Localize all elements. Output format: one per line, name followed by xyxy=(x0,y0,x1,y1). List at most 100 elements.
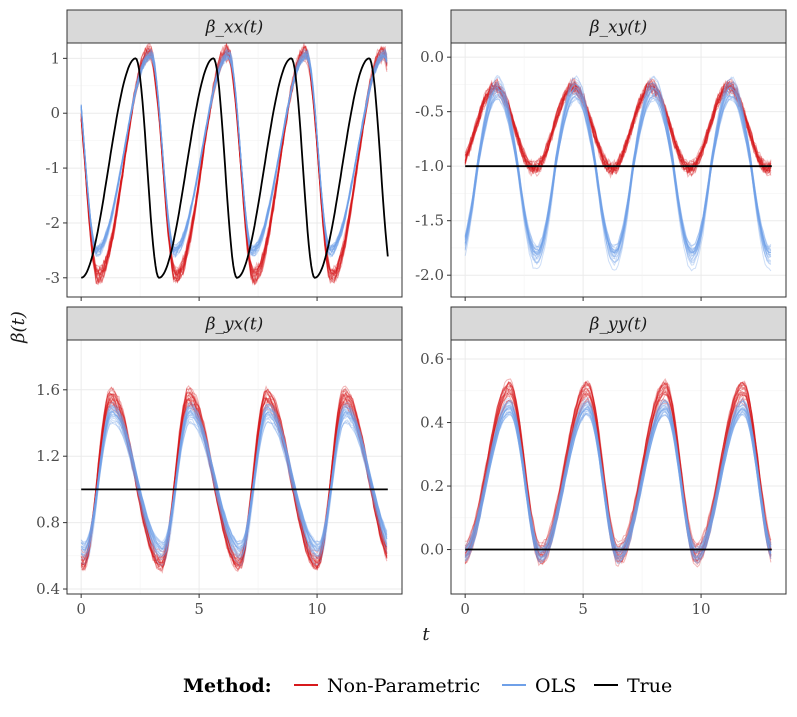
non-parametric-curve xyxy=(464,84,772,176)
ols-curve xyxy=(80,53,388,252)
non-parametric-curve xyxy=(81,396,388,571)
non-parametric-curve xyxy=(464,80,772,178)
non-parametric-curve xyxy=(80,49,388,276)
non-parametric-curve xyxy=(464,76,772,174)
ols-curve xyxy=(464,400,772,549)
x-tick-label: 0 xyxy=(460,600,470,618)
ols-curve xyxy=(80,403,388,551)
non-parametric-curve xyxy=(80,389,388,569)
non-parametric-curve xyxy=(80,403,388,566)
ols-curve xyxy=(464,93,772,262)
y-tick-label: 0 xyxy=(50,104,60,122)
ols-curve xyxy=(464,87,772,248)
non-parametric-curve xyxy=(80,48,388,279)
ols-curve xyxy=(80,55,388,252)
ols-curve xyxy=(464,91,771,254)
non-parametric-curve xyxy=(80,50,388,279)
true-curve xyxy=(80,57,389,279)
non-parametric-curve xyxy=(465,80,772,172)
non-parametric-curve xyxy=(80,50,388,279)
ols-curve xyxy=(465,399,772,555)
ols-curve xyxy=(464,413,772,562)
ols-curve xyxy=(464,403,772,559)
non-parametric-curve xyxy=(80,55,388,277)
non-parametric-curve xyxy=(464,85,772,175)
ols-curve xyxy=(81,414,388,553)
ols-curve xyxy=(80,49,388,257)
non-parametric-curve xyxy=(80,385,388,569)
non-parametric-curve xyxy=(464,82,772,172)
non-parametric-curve xyxy=(80,49,388,276)
non-parametric-curve xyxy=(80,49,388,280)
y-tick-label: 0.4 xyxy=(420,414,444,432)
y-axis-title: β(t) xyxy=(8,311,29,344)
non-parametric-curve xyxy=(80,389,388,564)
non-parametric-curve xyxy=(464,80,772,174)
ols-curve xyxy=(464,95,772,251)
ols-curve xyxy=(80,51,388,255)
non-parametric-curve xyxy=(464,85,772,176)
non-parametric-curve xyxy=(464,385,772,565)
non-parametric-curve xyxy=(80,50,388,276)
panel-background xyxy=(67,340,402,594)
legend: Method: Non-Parametric OLS True xyxy=(183,675,672,697)
panel-yx: β_yx(t) 1.6 1.2 0.8 0.4 0 5 10 xyxy=(36,306,403,618)
non-parametric-curve xyxy=(464,389,772,559)
ols-curve xyxy=(80,405,388,556)
ols-curve xyxy=(464,95,772,252)
ols-curve xyxy=(80,51,388,253)
y-tick-label: 0.2 xyxy=(420,477,444,495)
non-parametric-curve xyxy=(464,383,772,562)
panel-background xyxy=(451,340,786,594)
non-parametric-curve xyxy=(80,397,388,560)
ols-curve xyxy=(80,410,388,551)
ols-curve xyxy=(464,82,772,272)
y-tick-label: 1 xyxy=(50,49,60,67)
non-parametric-curve xyxy=(80,45,388,284)
panel-background xyxy=(451,43,786,297)
non-parametric-curve xyxy=(80,396,388,572)
ols-curve xyxy=(80,55,388,250)
ols-curve xyxy=(464,405,772,560)
ols-curve xyxy=(80,406,388,561)
non-parametric-curve xyxy=(81,385,388,566)
ols-curve xyxy=(80,407,388,550)
ols-curve xyxy=(464,83,772,254)
y-tick-label: 1.6 xyxy=(36,381,60,399)
non-parametric-curve xyxy=(464,81,772,175)
panel-yy: β_yy(t) 0.6 0.4 0.2 0.0 0 5 10 xyxy=(420,306,787,618)
x-tick-label: 10 xyxy=(692,600,711,618)
ols-curve xyxy=(81,412,388,546)
y-tick-label: -0.5 xyxy=(415,103,444,121)
non-parametric-curve xyxy=(80,44,388,285)
y-tick-label: 0.6 xyxy=(420,350,444,368)
strip-background xyxy=(66,9,403,44)
ols-curve xyxy=(464,80,772,254)
non-parametric-curve xyxy=(464,380,772,555)
non-parametric-curve xyxy=(464,387,772,565)
ols-curve xyxy=(80,401,388,553)
x-axis-title: t xyxy=(422,624,430,645)
non-parametric-curve xyxy=(464,396,772,568)
ols-curve xyxy=(464,76,772,266)
non-parametric-curve xyxy=(464,83,772,175)
ols-curve xyxy=(80,410,388,544)
strip-title: β_xy(t) xyxy=(589,18,648,38)
legend-label-true: True xyxy=(627,675,672,697)
non-parametric-curve xyxy=(80,48,388,280)
ols-curve xyxy=(464,86,772,249)
non-parametric-curve xyxy=(80,396,388,574)
y-tick-label: 0.0 xyxy=(420,541,444,559)
non-parametric-curve xyxy=(464,87,772,175)
non-parametric-curve xyxy=(464,389,772,550)
ols-curve xyxy=(464,74,772,260)
non-parametric-curve xyxy=(464,399,772,560)
ols-curve xyxy=(464,413,772,560)
ols-curve xyxy=(464,86,771,255)
non-parametric-curve xyxy=(464,81,772,171)
legend-label-ols: OLS xyxy=(535,675,576,697)
strip-background xyxy=(450,306,787,341)
ols-curve xyxy=(80,54,388,254)
non-parametric-curve xyxy=(80,45,388,286)
